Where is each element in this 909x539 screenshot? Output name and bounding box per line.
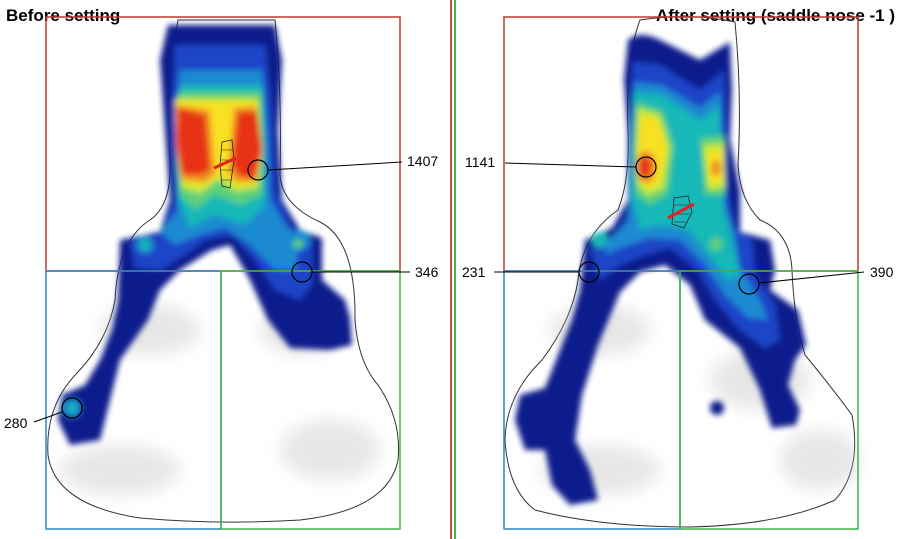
before-setting-title: Before setting xyxy=(6,6,121,25)
after-setting-title: After setting (saddle nose -1 ) xyxy=(656,6,895,25)
left-value-label: 1407 xyxy=(407,153,439,169)
panel-divider-red xyxy=(450,0,452,539)
right-point-390-marker xyxy=(738,273,760,295)
panel-divider-green xyxy=(454,0,456,539)
left-value-label: 346 xyxy=(415,264,439,280)
right-pressure-map xyxy=(494,15,865,530)
right-value-label: 231 xyxy=(462,264,486,280)
right-center-marker xyxy=(667,195,695,229)
left-rear-right-zone xyxy=(220,270,401,530)
left-pressure-map xyxy=(33,16,410,530)
right-value-label: 1141 xyxy=(465,154,496,170)
left-point-280-marker xyxy=(61,397,83,419)
right-rear-right-zone xyxy=(679,270,859,530)
left-value-label: 280 xyxy=(4,415,28,431)
right-value-label: 390 xyxy=(870,264,894,280)
left-center-marker xyxy=(213,139,237,189)
left-saddle-outline xyxy=(47,19,400,523)
